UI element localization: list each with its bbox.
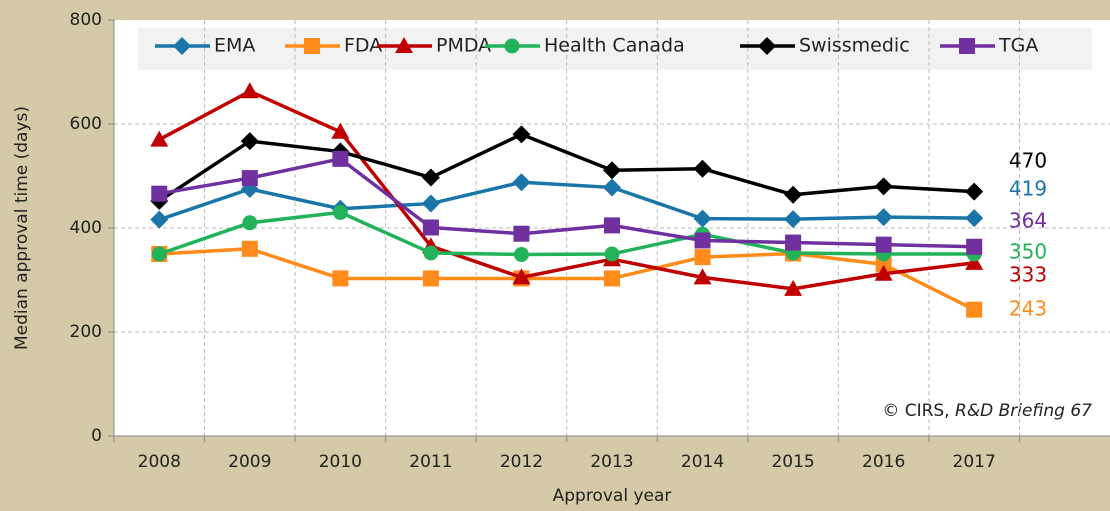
marker <box>151 246 167 262</box>
end-value-label: 243 <box>1009 297 1047 321</box>
x-tick-label: 2016 <box>862 452 905 472</box>
marker <box>874 264 893 281</box>
marker <box>395 37 413 53</box>
marker <box>513 247 529 263</box>
marker <box>784 185 803 204</box>
x-axis-title: Approval year <box>553 486 672 506</box>
marker <box>150 130 169 147</box>
y-tick-label: 600 <box>70 114 102 134</box>
marker <box>241 170 258 187</box>
marker <box>966 238 983 255</box>
series-line <box>158 157 975 249</box>
marker <box>965 209 984 228</box>
marker <box>512 125 531 144</box>
legend-item: PMDA <box>377 35 491 57</box>
y-tick-label: 400 <box>70 218 102 238</box>
marker <box>785 234 802 251</box>
marker <box>693 159 712 178</box>
marker <box>421 168 440 187</box>
marker <box>784 279 803 296</box>
end-value-label: 333 <box>1009 263 1047 287</box>
marker <box>240 132 259 151</box>
legend-item: EMA <box>155 35 255 57</box>
marker <box>693 268 712 285</box>
marker <box>173 37 191 55</box>
marker <box>874 177 893 196</box>
marker <box>240 82 259 99</box>
end-value-label: 350 <box>1009 240 1047 264</box>
y-axis-title: Median approval time (days) <box>12 106 32 350</box>
marker <box>512 173 531 192</box>
x-tick-label: 2009 <box>228 452 271 472</box>
marker <box>693 209 712 228</box>
marker <box>150 210 169 229</box>
marker <box>604 270 620 287</box>
series-line <box>158 132 975 203</box>
legend-item: Swissmedic <box>740 35 910 57</box>
y-tick-label: 200 <box>70 322 102 342</box>
marker <box>959 38 975 54</box>
legend-label: FDA <box>344 35 382 57</box>
y-tick-label: 0 <box>91 426 102 446</box>
marker <box>504 38 520 54</box>
end-value-label: 470 <box>1009 149 1047 173</box>
legend-box <box>138 28 1092 70</box>
legend-item: TGA <box>940 35 1038 57</box>
legend-label: Health Canada <box>544 35 685 57</box>
x-tick-label: 2017 <box>953 452 996 472</box>
marker <box>513 225 530 242</box>
legend-label: PMDA <box>436 35 491 57</box>
marker <box>331 122 350 139</box>
marker <box>332 204 348 220</box>
marker <box>242 215 258 231</box>
marker <box>421 194 440 213</box>
x-tick-label: 2012 <box>500 452 543 472</box>
marker <box>151 185 168 202</box>
marker <box>694 249 711 266</box>
x-tick-label: 2011 <box>409 452 452 472</box>
marker <box>603 161 621 180</box>
marker <box>423 245 439 261</box>
legend-label: EMA <box>214 35 255 57</box>
y-tick-label: 800 <box>70 10 102 30</box>
series-line <box>158 180 975 222</box>
series-line <box>158 89 975 291</box>
marker <box>874 208 893 227</box>
marker <box>422 219 439 236</box>
source-note: © CIRS, R&D Briefing 67 <box>882 401 1092 421</box>
marker <box>422 270 439 287</box>
marker <box>604 217 620 234</box>
end-value-label: 364 <box>1009 209 1047 233</box>
x-tick-label: 2010 <box>319 452 362 472</box>
x-tick-label: 2015 <box>771 452 814 472</box>
series-line <box>159 247 975 312</box>
series-line <box>158 210 975 257</box>
legend-label: TGA <box>998 35 1038 57</box>
marker <box>304 38 320 54</box>
marker <box>241 240 258 257</box>
x-tick-label: 2008 <box>138 452 181 472</box>
marker <box>694 232 711 249</box>
legend-label: Swissmedic <box>799 35 910 57</box>
x-tick-label: 2013 <box>590 452 633 472</box>
marker <box>965 182 984 201</box>
legend-item: Health Canada <box>485 35 685 57</box>
marker <box>875 236 892 253</box>
marker <box>604 246 620 262</box>
x-tick-label: 2014 <box>681 452 724 472</box>
marker <box>332 150 349 167</box>
marker <box>784 210 803 229</box>
marker <box>512 268 531 285</box>
marker <box>603 178 621 197</box>
end-value-label: 419 <box>1009 177 1047 201</box>
marker <box>332 270 349 287</box>
marker <box>758 37 776 55</box>
marker <box>875 256 892 273</box>
marker <box>966 301 983 318</box>
legend-item: FDA <box>285 35 382 57</box>
marker <box>965 253 984 270</box>
